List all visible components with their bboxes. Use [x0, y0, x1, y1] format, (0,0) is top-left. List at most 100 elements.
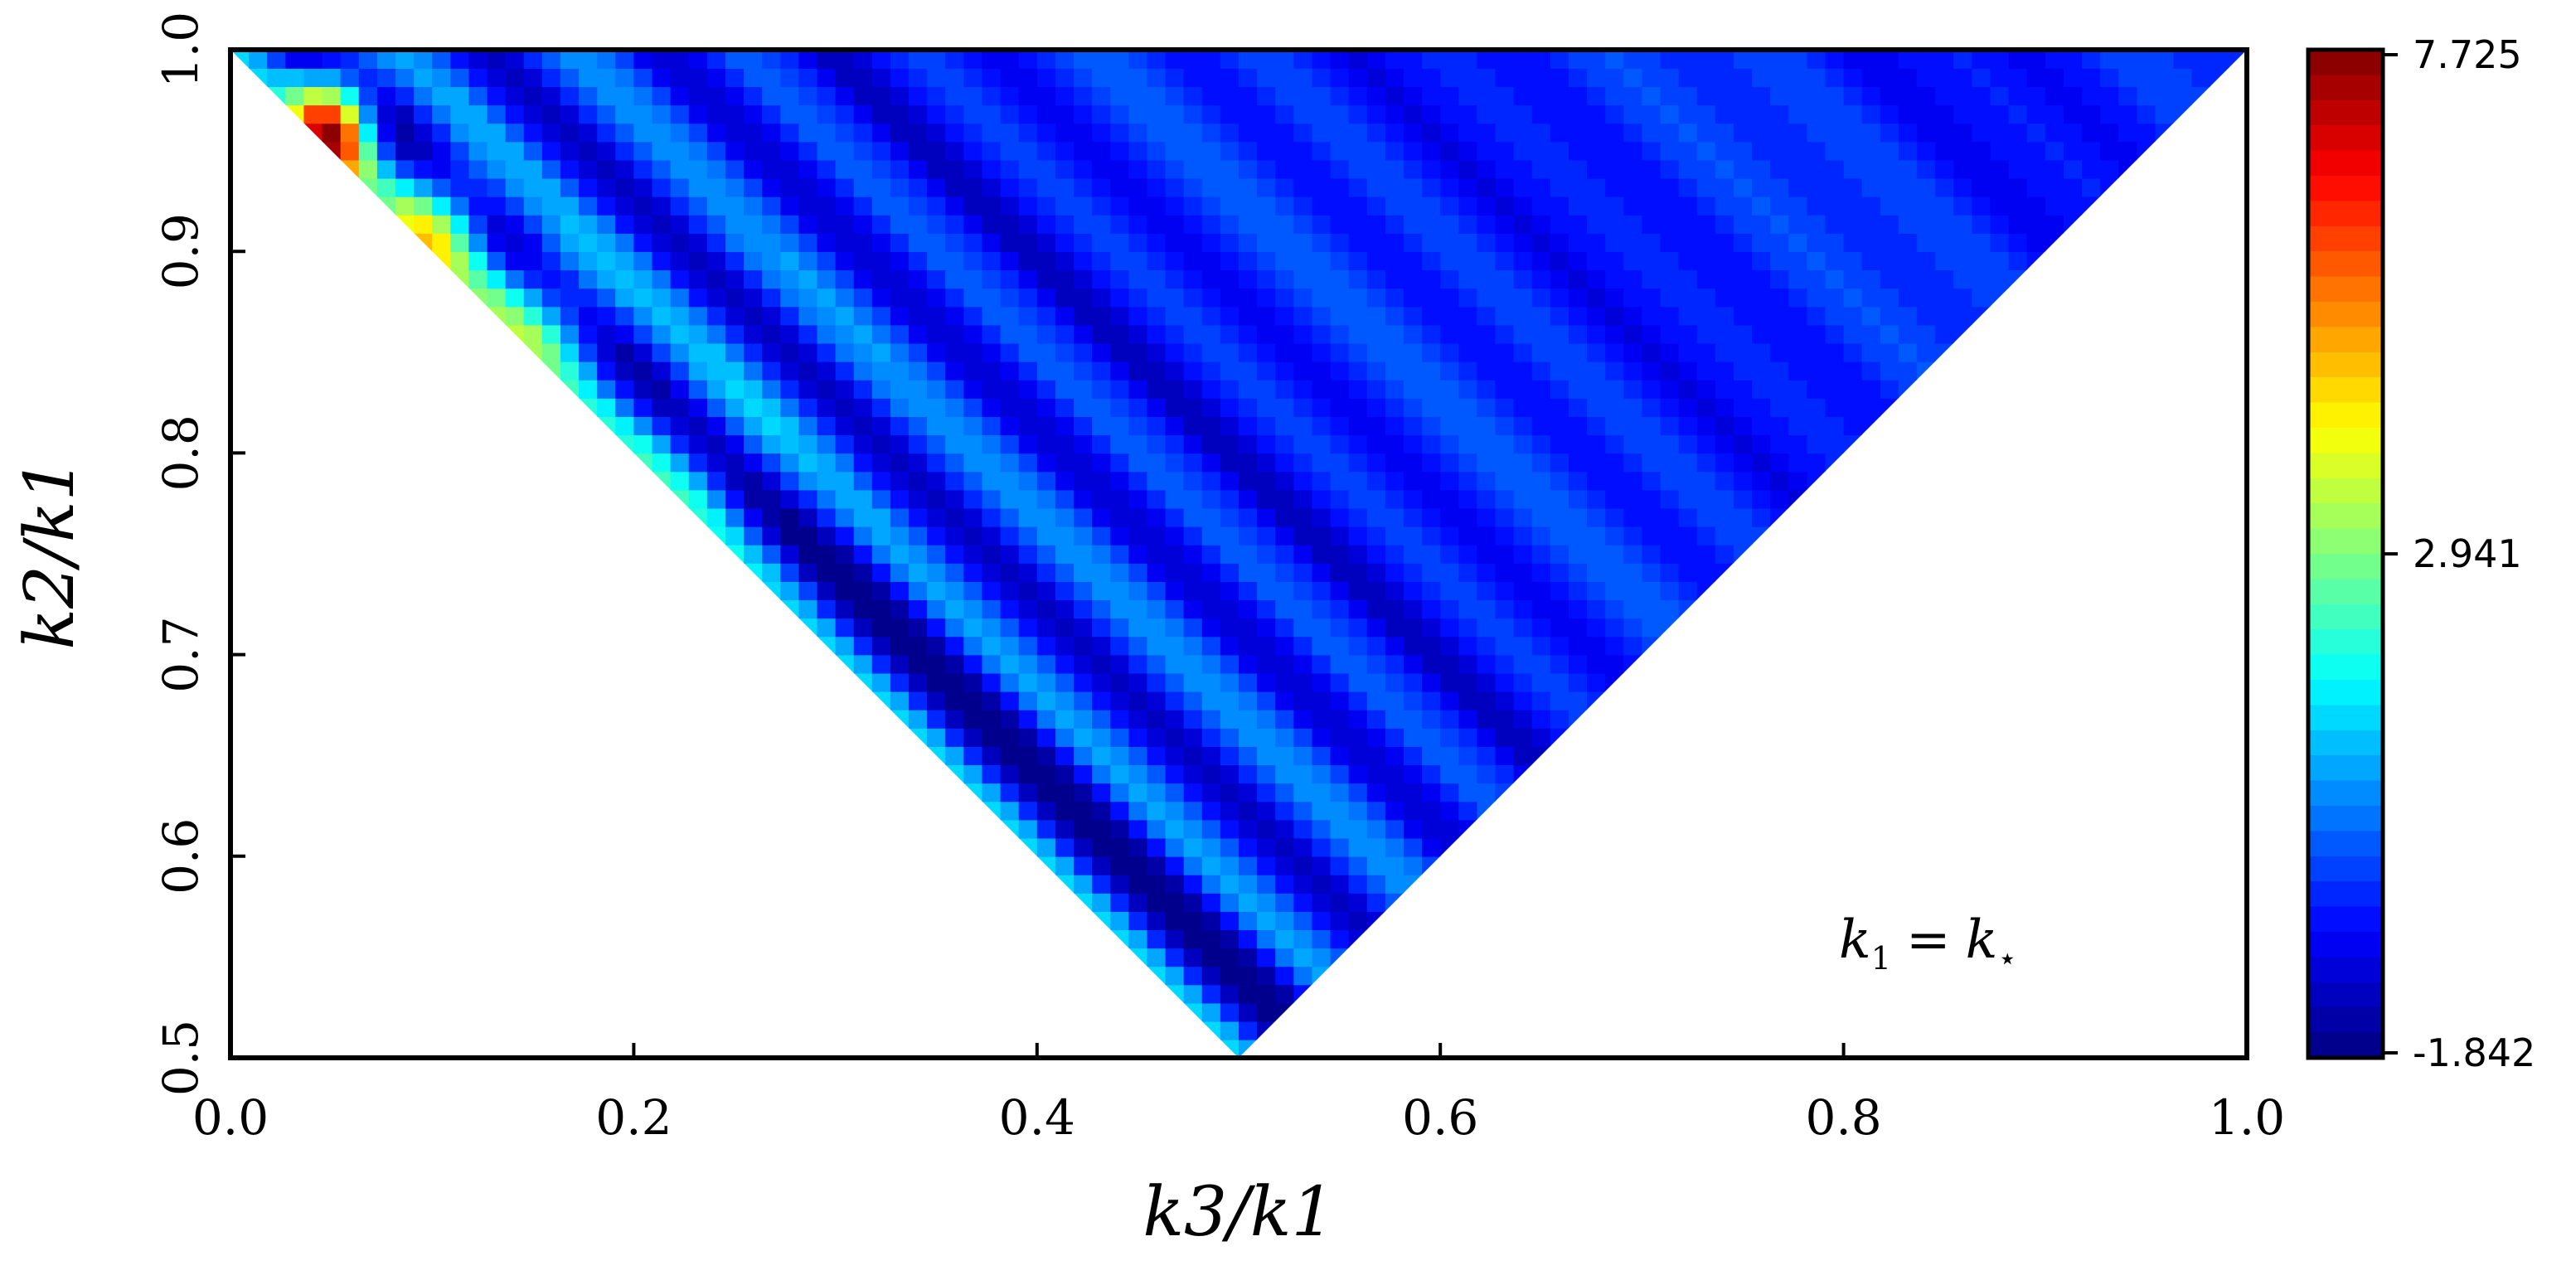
heatmap-cell — [597, 837, 617, 857]
heatmap-cell — [1696, 929, 1716, 949]
heatmap-cell — [1422, 984, 1441, 1004]
heatmap-cell — [468, 50, 488, 69]
heatmap-cell — [615, 544, 635, 564]
heatmap-cell — [468, 123, 488, 143]
heatmap-cell — [1861, 544, 1881, 564]
heatmap-cell — [1366, 489, 1386, 509]
heatmap-cell — [1422, 764, 1441, 784]
heatmap-cell — [871, 911, 891, 931]
heatmap-cell — [432, 837, 452, 857]
heatmap-cell — [1513, 416, 1533, 436]
heatmap-cell — [633, 746, 653, 766]
heatmap-cell — [1257, 636, 1277, 656]
heatmap-cell — [340, 159, 360, 179]
heatmap-cell — [432, 233, 452, 252]
heatmap-cell — [909, 746, 928, 766]
heatmap-cell — [1312, 398, 1332, 417]
heatmap-cell — [267, 507, 287, 527]
heatmap-cell — [468, 342, 488, 362]
heatmap-cell — [1165, 123, 1185, 143]
heatmap-cell — [267, 948, 287, 967]
heatmap-cell — [1605, 783, 1625, 802]
heatmap-cell — [725, 526, 745, 545]
heatmap-cell — [871, 948, 891, 967]
heatmap-cell — [1257, 86, 1277, 106]
heatmap-cell — [560, 636, 580, 656]
heatmap-cell — [853, 654, 873, 674]
heatmap-cell — [615, 764, 635, 784]
heatmap-cell — [1422, 1002, 1441, 1022]
heatmap-cell — [267, 544, 287, 564]
heatmap-cell — [1366, 123, 1386, 143]
heatmap-cell — [688, 434, 708, 454]
heatmap-cell — [395, 251, 415, 271]
heatmap-cell — [1018, 288, 1038, 308]
heatmap-cell — [1477, 984, 1497, 1004]
heatmap-cell — [1513, 50, 1533, 69]
heatmap-cell — [927, 489, 947, 509]
heatmap-cell — [322, 837, 342, 857]
heatmap-cell — [450, 233, 470, 252]
heatmap-cell — [432, 1002, 452, 1022]
heatmap-cell — [230, 233, 250, 252]
heatmap-cell — [340, 68, 360, 88]
heatmap-cell — [1366, 214, 1386, 234]
heatmap-cell — [1366, 948, 1386, 967]
heatmap-cell — [1880, 801, 1899, 821]
heatmap-cell — [1825, 691, 1845, 710]
heatmap-cell — [1861, 379, 1881, 399]
heatmap-cell — [1458, 1021, 1478, 1040]
heatmap-cell — [1239, 123, 1258, 143]
heatmap-cell — [1733, 251, 1753, 271]
heatmap-cell — [1513, 361, 1533, 381]
heatmap-cell — [1623, 544, 1643, 564]
heatmap-cell — [230, 526, 250, 545]
heatmap-cell — [285, 233, 305, 252]
heatmap-cell — [450, 123, 470, 143]
heatmap-cell — [670, 691, 690, 710]
heatmap-cell — [340, 177, 360, 197]
heatmap-cell — [1495, 893, 1515, 912]
heatmap-cell — [1843, 1021, 1863, 1040]
heatmap-cell — [285, 489, 305, 509]
heatmap-cell — [798, 563, 818, 582]
heatmap-cell — [652, 966, 672, 986]
heatmap-cell — [706, 269, 726, 289]
heatmap-cell — [1183, 269, 1203, 289]
heatmap-cell — [725, 68, 745, 88]
heatmap-cell — [1752, 929, 1771, 949]
heatmap-cell — [414, 764, 433, 784]
heatmap-cell — [1201, 728, 1221, 747]
heatmap-cell — [450, 288, 470, 308]
heatmap-cell — [1055, 86, 1075, 106]
heatmap-cell — [798, 50, 818, 69]
heatmap-cell — [505, 746, 525, 766]
heatmap-cell — [249, 269, 269, 289]
heatmap-cell — [1623, 709, 1643, 729]
heatmap-cell — [835, 324, 855, 344]
heatmap-cell — [340, 507, 360, 527]
heatmap-cell — [1495, 636, 1515, 656]
heatmap-cell — [1147, 654, 1167, 674]
heatmap-cell — [1696, 672, 1716, 692]
heatmap-cell — [1348, 819, 1368, 839]
heatmap-cell — [890, 563, 910, 582]
heatmap-cell — [1807, 342, 1826, 362]
heatmap-cell — [963, 526, 983, 545]
heatmap-cell — [963, 911, 983, 931]
heatmap-cell — [1587, 911, 1606, 931]
heatmap-cell — [1642, 288, 1662, 308]
heatmap-cell — [1752, 783, 1771, 802]
heatmap-cell — [1440, 288, 1460, 308]
heatmap-cell — [706, 654, 726, 674]
heatmap-cell — [1807, 507, 1826, 527]
heatmap-cell — [597, 159, 617, 179]
heatmap-cell — [249, 342, 269, 362]
heatmap-cell — [340, 379, 360, 399]
heatmap-cell — [1440, 874, 1460, 894]
heatmap-cell — [1770, 434, 1790, 454]
heatmap-cell — [706, 471, 726, 491]
heatmap-cell — [1293, 1021, 1313, 1040]
heatmap-cell — [376, 801, 396, 821]
heatmap-cell — [230, 874, 250, 894]
